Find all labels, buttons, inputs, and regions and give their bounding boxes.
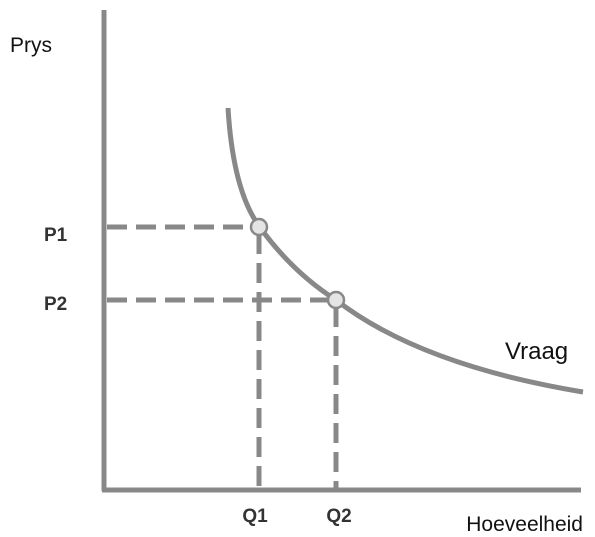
price-label: P1 <box>44 225 68 246</box>
quantity-label: Q2 <box>326 506 351 527</box>
point-2 <box>326 290 346 310</box>
y-axis-label: Prys <box>10 34 52 57</box>
demand-curve <box>225 107 584 395</box>
guides <box>107 224 339 488</box>
x-axis-label: Hoeveelheid <box>466 513 583 536</box>
quantity-label: Q1 <box>242 506 268 527</box>
curve-label: Vraag <box>505 338 568 365</box>
point-1 <box>249 217 269 237</box>
price-label: P2 <box>44 294 67 315</box>
